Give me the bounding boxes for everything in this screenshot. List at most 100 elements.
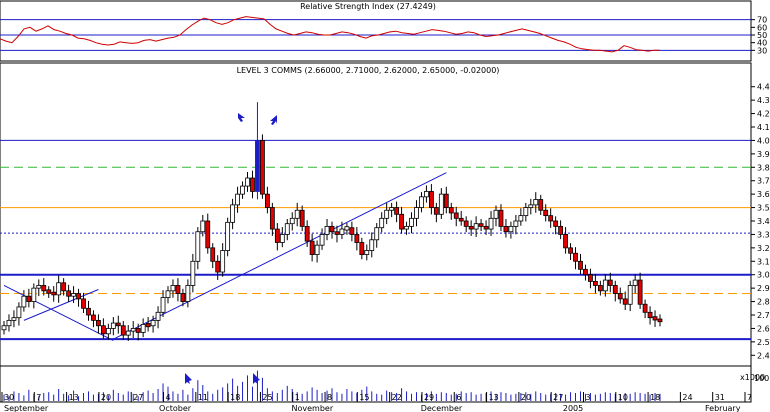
candle-body [573,252,578,262]
candle-body [1,325,7,331]
candle-body [294,209,300,219]
x-tick-label: 3 [585,393,590,402]
price-tick-label: 2.5 [757,338,770,347]
candle-body [299,209,305,227]
price-panel: LEVEL 3 COMMS (2.66000, 2.71000, 2.62000… [0,62,770,367]
price-tick-label: 3.8 [757,163,770,172]
price-tick-label: 3.0 [757,271,770,280]
candle-body [269,207,275,230]
candle-body [135,328,141,333]
candle-body [622,298,628,305]
rsi-title: Relative Strength Index (27.4249) [300,2,436,11]
candle-body [324,225,330,235]
candle-body [41,285,47,292]
candle-body [145,322,151,328]
candle-body [478,223,484,227]
x-tick-label: 31 [715,393,725,402]
candle-body [483,225,489,230]
candle-body [289,217,295,225]
x-tick-label: 29 [424,393,434,402]
candle-body [513,220,519,227]
volume-arrow-marker-2 [253,373,260,384]
candle-body [498,209,504,227]
candle-body [66,290,72,297]
x-tick-label: 13 [489,393,499,402]
x-tick-label: 11 [198,393,208,402]
candle-body [309,240,315,255]
candle-body [274,228,280,243]
x-tick-label: 27 [133,393,143,402]
price-tick-label: 3.2 [757,244,770,253]
candle-body [433,207,439,215]
candle-body [627,285,633,305]
candle-body [91,314,96,321]
candle-body [334,231,340,235]
candle-body [21,295,27,308]
arrow-left-marker [238,113,245,122]
x-tick-label: 6 [456,393,461,402]
candle-body [493,209,499,219]
price-y-axis: 4.4 4.3 4.2 4.1 4.0 3.9 3.8 3.7 3.6 3.5 3.4 3.3 3.2 3… [751,83,770,360]
candle-body [195,231,201,262]
price-tick-label: 3.4 [757,217,770,226]
price-trendline [3,285,114,341]
price-trendlines [3,172,447,341]
candle-body [284,223,290,235]
price-trendline [23,289,99,321]
price-tick-label: 4.2 [757,110,770,119]
candle-body [36,285,42,289]
candle-body [329,225,335,233]
candle-body [379,217,385,229]
candle-body [637,279,643,305]
x-tick-label: 8 [327,393,332,402]
candle-body [617,293,623,300]
price-tick-label: 3.9 [757,150,770,159]
price-tick-label: 2.9 [757,284,770,293]
x-axis: 30 7 13 20 27 4 11 18 25 1 8 15 22 29 6 13 20 27 3 10 18 24 31… [0,392,752,412]
candle-body [588,274,593,282]
candle-body [548,215,554,222]
candle-body [389,207,395,211]
x-tick-label: 15 [359,393,369,402]
candle-body [260,140,265,195]
candle-body [250,177,255,192]
candle-body [583,268,588,276]
candle-body [553,220,559,227]
candle-body [458,217,464,222]
candle-body [140,323,146,333]
candle-body [210,247,216,262]
price-candles [1,102,663,341]
candle-body [563,234,568,249]
candle-body [488,217,494,230]
x-tick-label: 27 [553,393,563,402]
candle-body [185,285,191,302]
price-tick-label: 3.6 [757,190,770,199]
price-tick-label: 3.1 [757,257,770,266]
candle-body [468,225,474,230]
candle-body [438,193,444,215]
candle-body [642,303,648,313]
x-tick-label: 22 [392,393,402,402]
candle-body [448,207,454,214]
candle-body [76,293,81,300]
x-month-label: September [4,404,49,412]
x-tick-label: 18 [650,393,660,402]
candle-body [6,319,12,327]
arrow-right-marker [270,115,277,125]
candle-body [71,293,76,297]
volume-tick-label: 100 [754,374,769,383]
volume-bars [3,370,661,401]
candle-body [339,228,345,235]
x-axis-ticks: 30 7 13 20 27 4 11 18 25 1 8 15 22 29 6 13 20 27 3 10 18 24 31… [1,392,752,402]
candle-body [100,325,106,335]
candle-body [255,140,260,192]
price-tick-label: 4.4 [757,83,770,92]
candle-body [652,316,658,321]
candle-body [279,234,285,243]
candle-body [46,289,52,294]
candle-body [369,239,375,251]
candle-body [105,328,111,335]
x-tick-label: 1 [295,393,300,402]
